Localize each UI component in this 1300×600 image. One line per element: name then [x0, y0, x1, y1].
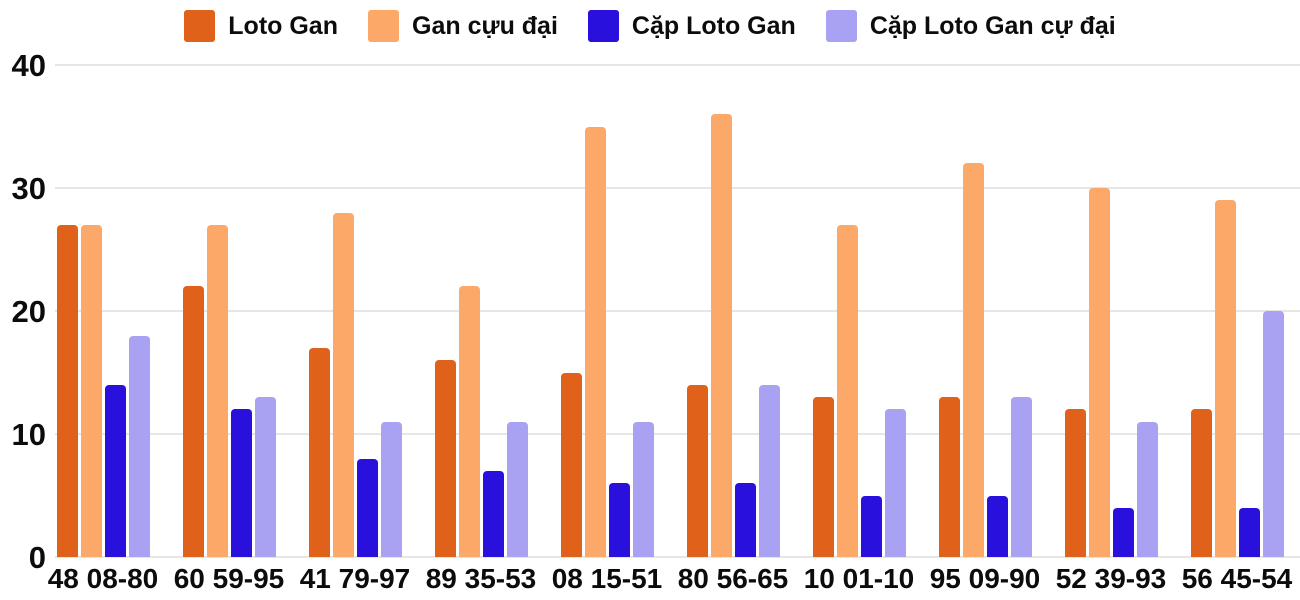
gridline-30	[55, 187, 1300, 189]
bar-89_35-53-series-1	[458, 286, 480, 557]
bar-08_15-51-series-3	[632, 421, 654, 557]
legend: Loto Gan Gan cựu đại Cặp Loto Gan Cặp Loto …	[0, 10, 1300, 42]
bar-52_39-93-series-1	[1088, 188, 1110, 557]
gridline-20	[55, 310, 1300, 312]
legend-swatch-icon	[368, 10, 399, 42]
legend-item-3: Cặp Loto Gan cự đại	[825, 10, 1116, 42]
bar-95_09-90-series-1	[962, 163, 984, 557]
bar-group-8	[1048, 65, 1174, 557]
y-axis-tick-label: 20	[11, 294, 46, 329]
bar-89_35-53-series-3	[506, 421, 528, 557]
legend-label: Cặp Loto Gan	[631, 11, 796, 40]
x-axis-category-label: 80 56-65	[677, 563, 789, 594]
bar-group-2	[292, 65, 418, 557]
y-axis-tick-label: 0	[28, 540, 46, 575]
legend-swatch-icon	[587, 10, 619, 42]
bar-56_45-54-series-1	[1214, 200, 1236, 557]
bar-10_01-10-series-1	[836, 224, 858, 557]
gridline-40	[55, 64, 1300, 66]
bar-52_39-93-series-3	[1136, 421, 1158, 557]
bar-60_59-95-series-2	[230, 409, 252, 557]
bar-52_39-93-series-0	[1064, 409, 1086, 557]
legend-swatch-icon	[825, 10, 857, 42]
bar-80_56-65-series-0	[686, 384, 708, 557]
y-axis-tick-label: 40	[11, 48, 46, 83]
x-axis-category-label: 48 08-80	[47, 563, 159, 594]
legend-swatch-icon	[184, 10, 216, 42]
bar-95_09-90-series-0	[938, 397, 960, 557]
legend-label: Cặp Loto Gan cự đại	[869, 11, 1116, 40]
bar-group-6	[796, 65, 922, 557]
x-axis-category-label: 10 01-10	[803, 563, 915, 594]
legend-item-0: Loto Gan	[184, 10, 338, 42]
legend-item-2: Cặp Loto Gan	[587, 10, 796, 42]
bar-10_01-10-series-0	[812, 397, 834, 557]
legend-item-1: Gan cựu đại	[368, 10, 558, 42]
bar-56_45-54-series-3	[1262, 311, 1284, 557]
bar-08_15-51-series-0	[560, 372, 582, 557]
bar-80_56-65-series-3	[758, 384, 780, 557]
bar-group-4	[544, 65, 670, 557]
x-axis-category-label: 56 45-54	[1181, 563, 1293, 594]
bar-52_39-93-series-2	[1112, 507, 1134, 557]
bar-group-0	[40, 65, 166, 557]
x-axis-category-label: 08 15-51	[551, 563, 663, 594]
bar-80_56-65-series-1	[710, 114, 732, 557]
bar-60_59-95-series-1	[206, 224, 228, 557]
bar-10_01-10-series-2	[860, 495, 882, 557]
bar-41_79-97-series-0	[308, 347, 330, 557]
bar-95_09-90-series-3	[1010, 397, 1032, 557]
bar-group-5	[670, 65, 796, 557]
bar-60_59-95-series-3	[254, 397, 276, 557]
bar-08_15-51-series-1	[584, 126, 606, 557]
bar-48_08-80-series-2	[104, 384, 126, 557]
x-axis-category-label: 52 39-93	[1055, 563, 1167, 594]
bar-48_08-80-series-3	[128, 335, 150, 557]
x-axis-category-label: 89 35-53	[425, 563, 537, 594]
bar-89_35-53-series-0	[434, 360, 456, 557]
bar-48_08-80-series-1	[80, 224, 102, 557]
bar-41_79-97-series-1	[332, 212, 354, 557]
bar-48_08-80-series-0	[56, 224, 78, 557]
plot-area	[40, 65, 1300, 557]
bar-group-7	[922, 65, 1048, 557]
bar-80_56-65-series-2	[734, 483, 756, 557]
bar-group-3	[418, 65, 544, 557]
gridline-0	[55, 556, 1300, 558]
gridline-10	[55, 433, 1300, 435]
bar-60_59-95-series-0	[182, 286, 204, 557]
x-axis-category-label: 95 09-90	[929, 563, 1041, 594]
bar-41_79-97-series-3	[380, 421, 402, 557]
bar-56_45-54-series-0	[1190, 409, 1212, 557]
x-axis-category-label: 41 79-97	[299, 563, 411, 594]
bar-89_35-53-series-2	[482, 470, 504, 557]
y-axis-tick-label: 10	[11, 417, 46, 452]
bar-10_01-10-series-3	[884, 409, 906, 557]
bar-41_79-97-series-2	[356, 458, 378, 557]
bar-95_09-90-series-2	[986, 495, 1008, 557]
legend-label: Loto Gan	[228, 11, 338, 40]
x-axis-category-label: 60 59-95	[173, 563, 285, 594]
legend-label: Gan cựu đại	[412, 11, 558, 40]
bar-group-9	[1174, 65, 1300, 557]
bar-08_15-51-series-2	[608, 483, 630, 557]
y-axis-tick-label: 30	[11, 171, 46, 206]
x-axis: 48 08-80 60 59-95 41 79-97 89 35-53 08 15-51…	[40, 565, 1300, 593]
bar-56_45-54-series-2	[1238, 507, 1260, 557]
bar-group-1	[166, 65, 292, 557]
